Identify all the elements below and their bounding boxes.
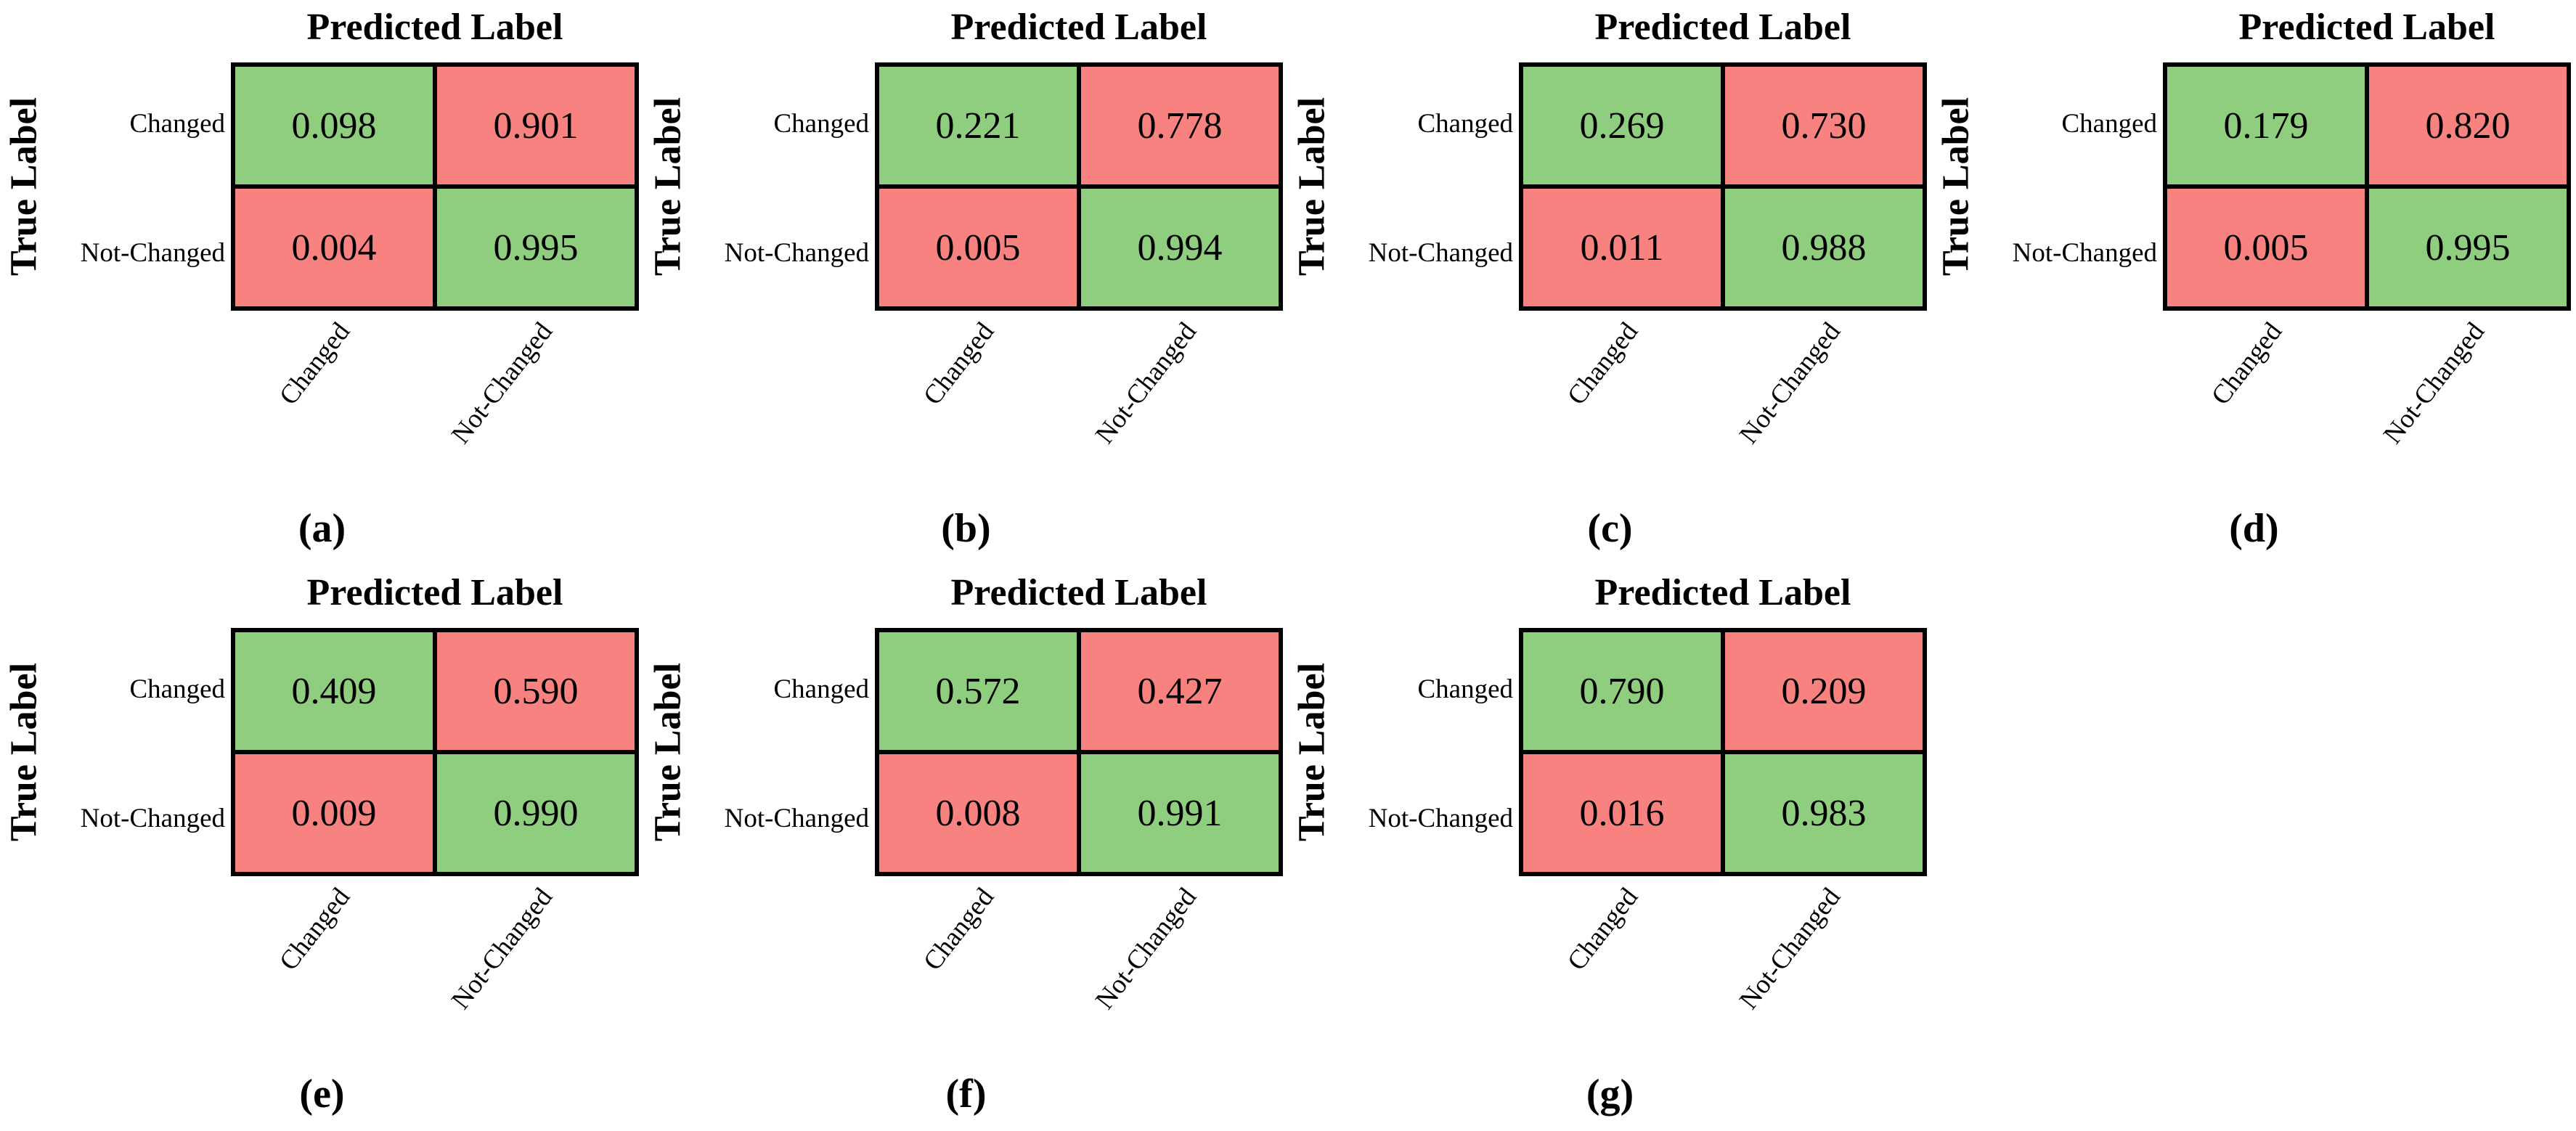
confusion-matrix-panel: Predicted Label True Label Changed Not-C… [0, 0, 644, 566]
panel-caption: (a) [298, 506, 346, 551]
y-tick-label-not-changed: Not-Changed [80, 804, 225, 833]
cell-true-not-changed-pred-not-changed: 0.995 [437, 189, 635, 306]
y-axis-title: True Label [3, 97, 45, 277]
panel-caption: (e) [299, 1071, 345, 1116]
cell-true-changed-pred-not-changed: 0.730 [1725, 67, 1923, 184]
x-axis-title: Predicted Label [1594, 572, 1851, 613]
y-tick-label-changed: Changed [129, 109, 225, 139]
cell-true-changed-pred-not-changed: 0.901 [437, 67, 635, 184]
cell-true-changed-pred-changed: 0.179 [2167, 67, 2365, 184]
cell-true-not-changed-pred-not-changed: 0.983 [1725, 754, 1923, 872]
x-tick-label-not-changed: Not-Changed [1733, 317, 1846, 450]
y-tick-label-not-changed: Not-Changed [2012, 238, 2157, 268]
panel-caption: (b) [941, 506, 991, 551]
confusion-matrix-grid: 0.179 0.820 0.005 0.995 [2163, 62, 2571, 311]
cell-true-not-changed-pred-changed: 0.009 [235, 754, 433, 872]
confusion-matrix-grid: 0.572 0.427 0.008 0.991 [875, 628, 1283, 876]
cell-true-not-changed-pred-not-changed: 0.995 [2369, 189, 2567, 306]
panel-caption: (f) [945, 1071, 987, 1116]
cell-true-not-changed-pred-not-changed: 0.994 [1081, 189, 1279, 306]
x-tick-label-changed: Changed [918, 317, 1000, 411]
y-tick-label-changed: Changed [1417, 109, 1513, 139]
cell-true-changed-pred-changed: 0.409 [235, 632, 433, 750]
x-tick-label-not-changed: Not-Changed [445, 317, 558, 450]
cell-true-not-changed-pred-changed: 0.005 [2167, 189, 2365, 306]
x-tick-label-changed: Changed [1562, 882, 1644, 976]
cell-true-changed-pred-not-changed: 0.590 [437, 632, 635, 750]
y-axis-title: True Label [1291, 97, 1333, 277]
y-axis-title: True Label [1291, 662, 1333, 842]
x-axis-title: Predicted Label [950, 572, 1207, 613]
y-axis-title: True Label [3, 662, 45, 842]
cell-true-changed-pred-not-changed: 0.820 [2369, 67, 2567, 184]
confusion-matrix-panel: Predicted Label True Label Changed Not-C… [1288, 0, 1932, 566]
cell-true-not-changed-pred-changed: 0.004 [235, 189, 433, 306]
cell-true-changed-pred-changed: 0.269 [1523, 67, 1721, 184]
y-tick-label-not-changed: Not-Changed [724, 804, 869, 833]
panel-caption: (d) [2229, 506, 2279, 551]
y-tick-label-changed: Changed [773, 674, 869, 704]
cell-true-not-changed-pred-changed: 0.016 [1523, 754, 1721, 872]
x-tick-label-changed: Changed [274, 317, 356, 411]
x-axis-title: Predicted Label [306, 572, 563, 613]
y-tick-label-changed: Changed [1417, 674, 1513, 704]
x-axis-title: Predicted Label [2238, 7, 2495, 48]
cell-true-not-changed-pred-not-changed: 0.991 [1081, 754, 1279, 872]
confusion-matrix-grid: 0.098 0.901 0.004 0.995 [231, 62, 639, 311]
cell-true-changed-pred-changed: 0.572 [879, 632, 1077, 750]
confusion-matrix-grid: 0.790 0.209 0.016 0.983 [1519, 628, 1927, 876]
cell-true-not-changed-pred-changed: 0.005 [879, 189, 1077, 306]
cell-true-not-changed-pred-not-changed: 0.990 [437, 754, 635, 872]
cell-true-changed-pred-not-changed: 0.209 [1725, 632, 1923, 750]
cell-true-changed-pred-changed: 0.098 [235, 67, 433, 184]
cell-true-changed-pred-changed: 0.790 [1523, 632, 1721, 750]
confusion-matrix-panel: Predicted Label True Label Changed Not-C… [644, 566, 1288, 1131]
y-tick-label-not-changed: Not-Changed [724, 238, 869, 268]
x-tick-label-changed: Changed [918, 882, 1000, 976]
x-tick-label-changed: Changed [2206, 317, 2288, 411]
y-tick-label-not-changed: Not-Changed [80, 238, 225, 268]
x-axis-title: Predicted Label [1594, 7, 1851, 48]
x-tick-label-changed: Changed [1562, 317, 1644, 411]
panel-caption: (c) [1587, 506, 1633, 551]
y-axis-title: True Label [647, 97, 689, 277]
y-tick-label-not-changed: Not-Changed [1368, 804, 1513, 833]
y-tick-label-not-changed: Not-Changed [1368, 238, 1513, 268]
confusion-matrix-panel: Predicted Label True Label Changed Not-C… [1288, 566, 1932, 1131]
cell-true-changed-pred-not-changed: 0.427 [1081, 632, 1279, 750]
y-axis-title: True Label [1935, 97, 1977, 277]
panel-caption: (g) [1586, 1071, 1634, 1116]
cell-true-not-changed-pred-not-changed: 0.988 [1725, 189, 1923, 306]
confusion-matrix-grid: 0.409 0.590 0.009 0.990 [231, 628, 639, 876]
x-tick-label-not-changed: Not-Changed [1089, 882, 1202, 1016]
confusion-matrix-grid: 0.269 0.730 0.011 0.988 [1519, 62, 1927, 311]
y-tick-label-changed: Changed [773, 109, 869, 139]
y-tick-label-changed: Changed [2061, 109, 2157, 139]
confusion-matrix-grid: 0.221 0.778 0.005 0.994 [875, 62, 1283, 311]
confusion-matrix-panel: Predicted Label True Label Changed Not-C… [644, 0, 1288, 566]
confusion-matrix-panel: Predicted Label True Label Changed Not-C… [1932, 0, 2576, 566]
cell-true-changed-pred-changed: 0.221 [879, 67, 1077, 184]
cell-true-changed-pred-not-changed: 0.778 [1081, 67, 1279, 184]
x-axis-title: Predicted Label [950, 7, 1207, 48]
x-tick-label-not-changed: Not-Changed [2377, 317, 2490, 450]
x-axis-title: Predicted Label [306, 7, 563, 48]
x-tick-label-not-changed: Not-Changed [445, 882, 558, 1016]
cell-true-not-changed-pred-changed: 0.008 [879, 754, 1077, 872]
x-tick-label-not-changed: Not-Changed [1733, 882, 1846, 1016]
x-tick-label-changed: Changed [274, 882, 356, 976]
cell-true-not-changed-pred-changed: 0.011 [1523, 189, 1721, 306]
x-tick-label-not-changed: Not-Changed [1089, 317, 1202, 450]
confusion-matrix-panel: Predicted Label True Label Changed Not-C… [0, 566, 644, 1131]
y-tick-label-changed: Changed [129, 674, 225, 704]
y-axis-title: True Label [647, 662, 689, 842]
